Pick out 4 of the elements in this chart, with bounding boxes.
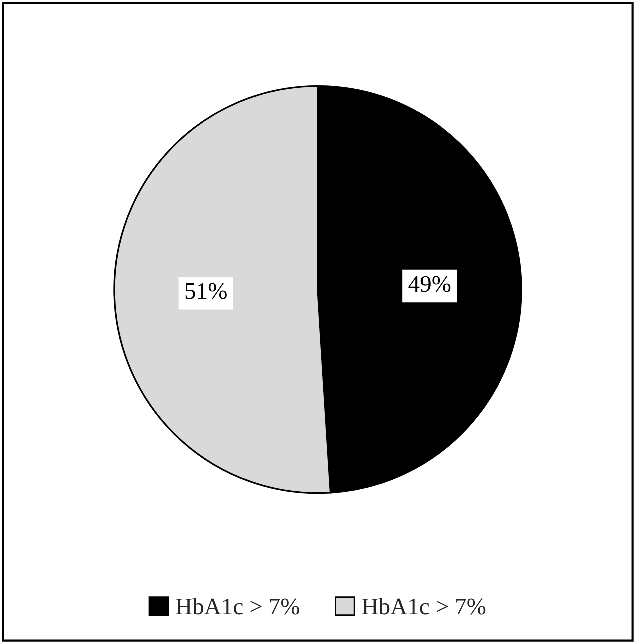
legend-label: HbA1c > 7% xyxy=(362,598,486,615)
data-label: 49% xyxy=(408,276,451,292)
legend-label: HbA1c > 7% xyxy=(176,598,300,615)
data-label: 51% xyxy=(186,283,227,300)
